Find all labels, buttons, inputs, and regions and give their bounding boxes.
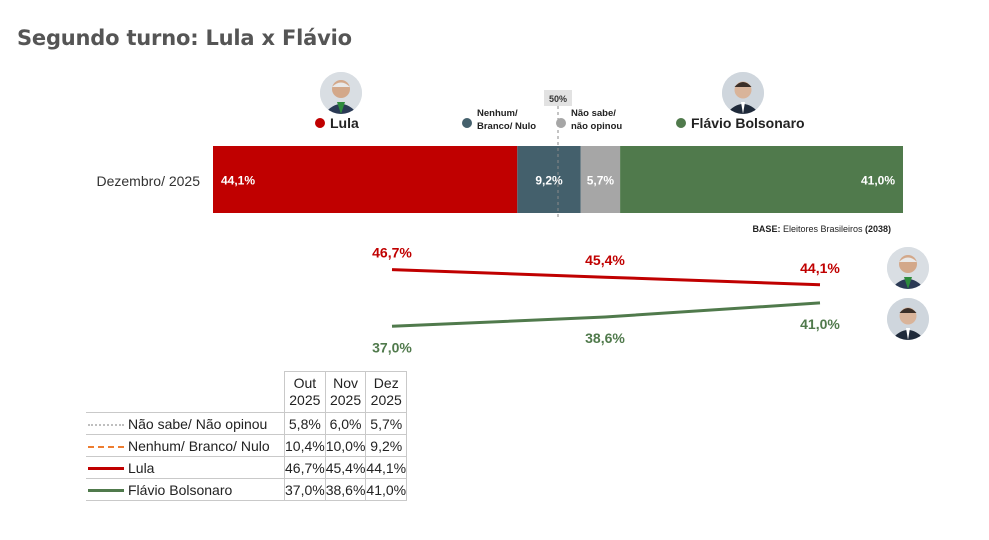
header-year: 2025 (289, 392, 321, 408)
bar-category-label: Dezembro/ 2025 (96, 173, 200, 189)
table-cell: 10,0% (324, 434, 367, 457)
series-line-lula (391, 268, 821, 287)
table-cell: 5,8% (284, 412, 326, 435)
bar-value-label: 41,0% (861, 174, 895, 188)
bar-value-label: 9,2% (535, 174, 563, 188)
table-cell: 10,4% (284, 434, 326, 457)
data-label: 38,6% (585, 330, 625, 346)
data-label: 41,0% (800, 316, 840, 332)
lula-photo-legend (320, 72, 362, 114)
table-cell: 41,0% (365, 478, 408, 501)
base-note: BASE: Eleitores Brasileiros (2038) (752, 224, 891, 234)
header-year: 2025 (329, 392, 362, 408)
series-line-flavio (391, 301, 821, 328)
flavio-photo-legend (722, 72, 764, 114)
stacked-bar-chart: Dezembro/ 2025 44,1% 9,2% 5,7% 41,0% 50% Lu… (96, 90, 903, 234)
legend-label-nenhum: Branco/ Nulo (477, 121, 536, 132)
table-header-row: Out 2025 Nov 2025 Dez 2025 (86, 371, 408, 413)
header-month: Dez (373, 375, 399, 391)
legend-swatch-dashed (88, 445, 124, 448)
row-label-text: Não sabe/ Não opinou (128, 415, 268, 432)
bar-value-label: 44,1% (221, 174, 255, 188)
legend-label-lula: Lula (330, 115, 359, 131)
table-row-lula: Lula 46,7% 45,4% 44,1% (86, 456, 408, 479)
base-note-count: (2038) (865, 224, 891, 234)
table-header-dez: Dez 2025 (365, 371, 408, 413)
table-header-out: Out 2025 (284, 371, 326, 413)
table-cell: 37,0% (284, 478, 326, 501)
header-month: Nov (333, 375, 358, 391)
table-row-flavio: Flávio Bolsonaro 37,0% 38,6% 41,0% (86, 478, 408, 501)
bar-segment (580, 146, 621, 213)
row-label-text: Lula (128, 459, 155, 476)
table-header-nov: Nov 2025 (324, 371, 367, 413)
table-cell: 6,0% (324, 412, 367, 435)
page-title: Segundo turno: Lula x Flávio (17, 26, 352, 50)
header-year: 2025 (370, 392, 402, 408)
row-label-text: Flávio Bolsonaro (128, 481, 233, 498)
bar-segment (620, 146, 903, 213)
legend-dot-nenhum (462, 118, 472, 128)
legend-swatch-solid-red (88, 467, 124, 471)
legend-dot-flavio (676, 118, 686, 128)
row-label: Não sabe/ Não opinou (86, 412, 285, 435)
reference-label-bg (544, 90, 572, 106)
legend-swatch-solid-green (88, 489, 124, 493)
base-note-text: Eleitores Brasileiros (780, 224, 865, 234)
legend-label-nenhum: Nenhum/ (477, 108, 518, 119)
bar-legend: Lula Nenhum/Branco/ Nulo Não sabe/não opin… (315, 108, 805, 132)
legend-dot-lula (315, 118, 325, 128)
table-cell: 5,7% (365, 412, 408, 435)
table-corner (86, 371, 285, 413)
trend-line-chart: 46,7% 45,4% 44,1% 37,0% 38,6% 41,0% (372, 245, 840, 356)
lula-photo-line (887, 247, 929, 289)
reference-label: 50% (549, 94, 567, 104)
data-label: 44,1% (800, 260, 840, 276)
bar-segment (213, 146, 518, 213)
header-month: Out (293, 375, 317, 391)
row-label: Lula (86, 456, 285, 479)
row-label: Flávio Bolsonaro (86, 478, 285, 501)
data-label: 45,4% (585, 252, 625, 268)
legend-label-flavio: Flávio Bolsonaro (691, 115, 805, 131)
data-label: 37,0% (372, 339, 412, 355)
data-table: Out 2025 Nov 2025 Dez 2025 Não sabe/ Não op… (86, 371, 408, 501)
table-cell: 46,7% (284, 456, 326, 479)
legend-label-nao-sabe: Não sabe/ (571, 108, 616, 119)
legend-label-nao-sabe: não opinou (571, 121, 622, 132)
base-note-label: BASE: (752, 224, 780, 234)
legend-dot-nao-sabe (556, 118, 566, 128)
bar-segment (517, 146, 581, 213)
bar-value-label: 5,7% (587, 174, 615, 188)
table-cell: 44,1% (365, 456, 408, 479)
table-cell: 9,2% (365, 434, 408, 457)
table-cell: 45,4% (324, 456, 367, 479)
table-row-nenhum: Nenhum/ Branco/ Nulo 10,4% 10,0% 9,2% (86, 434, 408, 457)
table-cell: 38,6% (324, 478, 367, 501)
table-row-nao-sabe: Não sabe/ Não opinou 5,8% 6,0% 5,7% (86, 412, 408, 435)
flavio-photo-line (887, 298, 929, 340)
row-label: Nenhum/ Branco/ Nulo (86, 434, 285, 457)
legend-swatch-dotted (88, 423, 124, 426)
data-label: 46,7% (372, 245, 412, 261)
row-label-text: Nenhum/ Branco/ Nulo (128, 437, 270, 454)
